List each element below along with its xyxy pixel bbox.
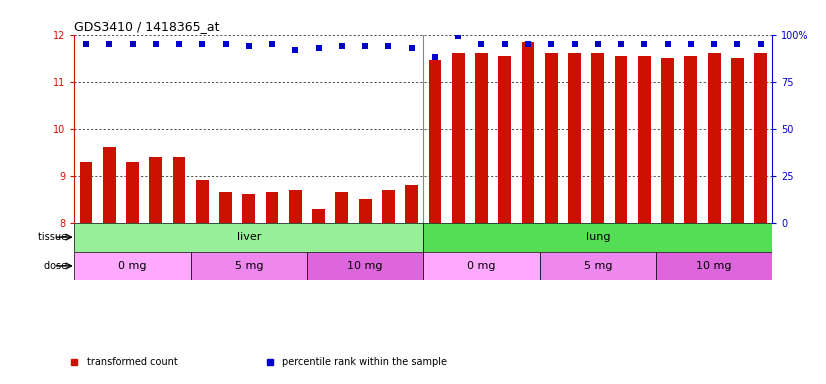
Point bbox=[335, 43, 349, 49]
Bar bbox=[685, 56, 697, 223]
Bar bbox=[452, 53, 464, 223]
Bar bbox=[307, 252, 424, 280]
Bar bbox=[591, 53, 604, 223]
Point bbox=[242, 43, 255, 49]
Bar bbox=[173, 157, 185, 223]
Point bbox=[452, 33, 465, 40]
Text: 5 mg: 5 mg bbox=[583, 261, 612, 271]
Point bbox=[591, 41, 605, 47]
Text: transformed count: transformed count bbox=[87, 356, 178, 367]
Bar bbox=[196, 180, 209, 223]
Point bbox=[219, 41, 232, 47]
Bar bbox=[656, 252, 772, 280]
Bar bbox=[429, 60, 441, 223]
Point bbox=[382, 43, 395, 49]
Bar bbox=[539, 252, 656, 280]
Point bbox=[638, 41, 651, 47]
Bar bbox=[191, 252, 307, 280]
Text: percentile rank within the sample: percentile rank within the sample bbox=[282, 356, 448, 367]
Point bbox=[405, 45, 418, 51]
Bar bbox=[475, 53, 488, 223]
Point bbox=[358, 43, 372, 49]
Bar bbox=[74, 223, 424, 252]
Point bbox=[615, 41, 628, 47]
Point bbox=[126, 41, 139, 47]
Bar bbox=[731, 58, 743, 223]
Bar bbox=[79, 162, 93, 223]
Text: 10 mg: 10 mg bbox=[696, 261, 732, 271]
Bar bbox=[243, 195, 255, 223]
Point bbox=[102, 41, 116, 47]
Bar bbox=[289, 190, 301, 223]
Bar bbox=[126, 162, 139, 223]
Bar bbox=[522, 41, 534, 223]
Bar bbox=[358, 199, 372, 223]
Bar bbox=[708, 53, 720, 223]
Text: lung: lung bbox=[586, 232, 610, 242]
Bar bbox=[424, 223, 772, 252]
Bar bbox=[615, 56, 628, 223]
Point bbox=[475, 41, 488, 47]
Bar bbox=[266, 192, 278, 223]
Bar bbox=[638, 56, 651, 223]
Bar bbox=[103, 147, 116, 223]
Bar bbox=[74, 252, 191, 280]
Bar bbox=[754, 53, 767, 223]
Text: dose: dose bbox=[44, 261, 70, 271]
Point bbox=[173, 41, 186, 47]
Text: GDS3410 / 1418365_at: GDS3410 / 1418365_at bbox=[74, 20, 220, 33]
Text: tissue: tissue bbox=[38, 232, 70, 242]
Text: 0 mg: 0 mg bbox=[468, 261, 496, 271]
Bar bbox=[382, 190, 395, 223]
Bar bbox=[219, 192, 232, 223]
Bar bbox=[424, 252, 539, 280]
Bar bbox=[312, 209, 325, 223]
Point bbox=[289, 46, 302, 53]
Point bbox=[498, 41, 511, 47]
Point bbox=[312, 45, 325, 51]
Bar bbox=[335, 192, 349, 223]
Point bbox=[79, 41, 93, 47]
Text: 0 mg: 0 mg bbox=[118, 261, 147, 271]
Point bbox=[568, 41, 582, 47]
Point bbox=[265, 41, 278, 47]
Point bbox=[196, 41, 209, 47]
Point bbox=[754, 41, 767, 47]
Point bbox=[731, 41, 744, 47]
Point bbox=[544, 41, 558, 47]
Point bbox=[684, 41, 697, 47]
Bar bbox=[662, 58, 674, 223]
Bar bbox=[150, 157, 162, 223]
Bar bbox=[568, 53, 581, 223]
Bar bbox=[498, 56, 511, 223]
Point bbox=[661, 41, 674, 47]
Text: 10 mg: 10 mg bbox=[348, 261, 383, 271]
Point bbox=[150, 41, 163, 47]
Point bbox=[708, 41, 721, 47]
Text: liver: liver bbox=[236, 232, 261, 242]
Bar bbox=[545, 53, 558, 223]
Text: 5 mg: 5 mg bbox=[235, 261, 263, 271]
Bar bbox=[406, 185, 418, 223]
Point bbox=[429, 54, 442, 60]
Point bbox=[521, 41, 534, 47]
